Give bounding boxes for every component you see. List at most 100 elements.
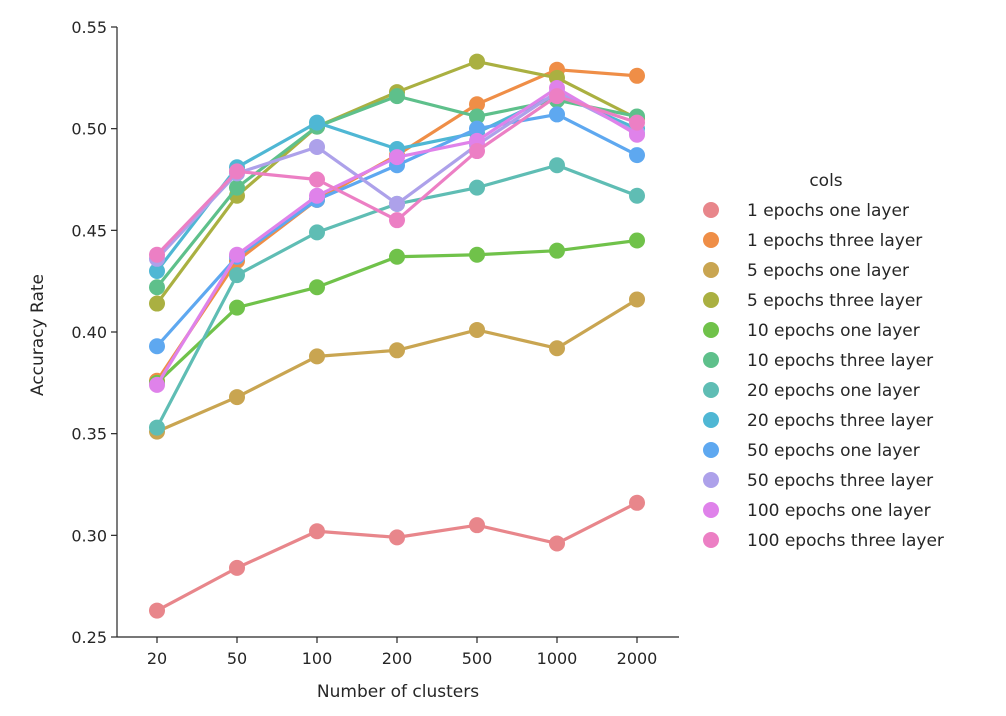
- data-point: [229, 299, 245, 316]
- data-point: [469, 120, 485, 137]
- legend-marker: [703, 382, 719, 398]
- y-axis-title: Accuracy Rate: [28, 274, 48, 396]
- data-point: [229, 389, 245, 406]
- series-1: [149, 494, 645, 619]
- legend-label: 20 epochs three layer: [747, 411, 933, 431]
- data-point: [469, 321, 485, 338]
- series-layer: [149, 53, 645, 619]
- data-point: [229, 246, 245, 263]
- data-point: [229, 163, 245, 180]
- data-point: [389, 342, 405, 359]
- y-tick-label: 0.50: [71, 120, 107, 139]
- data-point: [389, 529, 405, 546]
- data-point: [469, 517, 485, 534]
- data-point: [469, 53, 485, 70]
- data-point: [229, 179, 245, 196]
- data-point: [149, 602, 165, 619]
- data-point: [549, 88, 565, 105]
- data-point: [629, 67, 645, 84]
- legend-label: 1 epochs three layer: [747, 231, 922, 251]
- x-tick-label: 2000: [617, 649, 658, 668]
- legend-label: 5 epochs three layer: [747, 291, 922, 311]
- data-point: [149, 263, 165, 279]
- data-point: [629, 232, 645, 249]
- data-point: [469, 179, 485, 196]
- x-tick-label: 1000: [537, 649, 578, 668]
- data-point: [549, 242, 565, 259]
- data-point: [629, 114, 645, 131]
- series-3: [149, 291, 645, 440]
- data-point: [629, 147, 645, 164]
- data-point: [229, 267, 245, 284]
- y-tick-label: 0.30: [71, 526, 107, 545]
- data-point: [149, 246, 165, 263]
- data-point: [389, 195, 405, 212]
- series-line: [156, 501, 638, 612]
- data-point: [309, 224, 325, 241]
- legend-title: cols: [809, 171, 842, 191]
- y-tick-label: 0.45: [71, 221, 107, 240]
- series-line: [155, 86, 638, 386]
- data-point: [229, 559, 245, 576]
- legend-label: 50 epochs one layer: [747, 441, 920, 461]
- legend-label: 10 epochs three layer: [747, 351, 933, 371]
- data-point: [389, 248, 405, 265]
- legend-marker: [703, 502, 719, 518]
- series-5: [149, 232, 645, 391]
- legend-marker: [703, 532, 719, 548]
- data-point: [469, 96, 485, 113]
- x-tick-label: 50: [227, 649, 247, 668]
- data-point: [309, 171, 325, 188]
- data-point: [629, 187, 645, 204]
- data-point: [309, 187, 325, 204]
- data-point: [389, 212, 405, 229]
- data-point: [549, 535, 565, 552]
- data-point: [469, 108, 485, 125]
- data-point: [629, 126, 645, 143]
- data-point: [469, 246, 485, 263]
- series-line: [156, 298, 638, 434]
- y-tick-label: 0.40: [71, 323, 107, 342]
- legend-label: 10 epochs one layer: [747, 321, 920, 341]
- x-tick-label: 20: [147, 649, 167, 668]
- legend-marker: [703, 202, 719, 218]
- legend-marker: [703, 352, 719, 368]
- legend-label: 100 epochs three layer: [747, 531, 944, 551]
- legend-label: 50 epochs three layer: [747, 471, 933, 491]
- legend-marker: [703, 292, 719, 308]
- data-point: [549, 106, 565, 123]
- x-axis-title: Number of clusters: [317, 682, 479, 702]
- legend-label: 1 epochs one layer: [747, 201, 909, 221]
- legend-marker: [703, 262, 719, 278]
- legend-label: 100 epochs one layer: [747, 501, 931, 521]
- data-point: [549, 157, 565, 174]
- x-tick-label: 200: [382, 649, 413, 668]
- series-10: [149, 84, 645, 267]
- data-point: [149, 376, 165, 393]
- data-point: [389, 88, 405, 105]
- legend-marker: [703, 232, 719, 248]
- x-tick-label: 100: [302, 649, 333, 668]
- legend-label: 20 epochs one layer: [747, 381, 920, 401]
- data-point: [309, 279, 325, 296]
- legend: cols 1 epochs one layer 1 epochs three la…: [703, 171, 944, 551]
- data-point: [549, 340, 565, 357]
- data-point: [149, 279, 165, 296]
- legend-marker: [703, 442, 719, 458]
- x-tick-label: 500: [462, 649, 493, 668]
- data-point: [309, 348, 325, 365]
- data-point: [309, 138, 325, 155]
- legend-items: 1 epochs one layer 1 epochs three layer 5 …: [703, 201, 944, 551]
- legend-label: 5 epochs one layer: [747, 261, 909, 281]
- series-12: [149, 88, 645, 263]
- data-point: [389, 149, 405, 166]
- legend-marker: [703, 412, 719, 428]
- y-tick-label: 0.35: [71, 425, 107, 444]
- legend-marker: [703, 472, 719, 488]
- data-point: [309, 523, 325, 540]
- data-point: [309, 114, 325, 131]
- y-tick-label: 0.25: [71, 628, 107, 647]
- data-point: [149, 419, 165, 436]
- y-tick-label: 0.55: [71, 18, 107, 37]
